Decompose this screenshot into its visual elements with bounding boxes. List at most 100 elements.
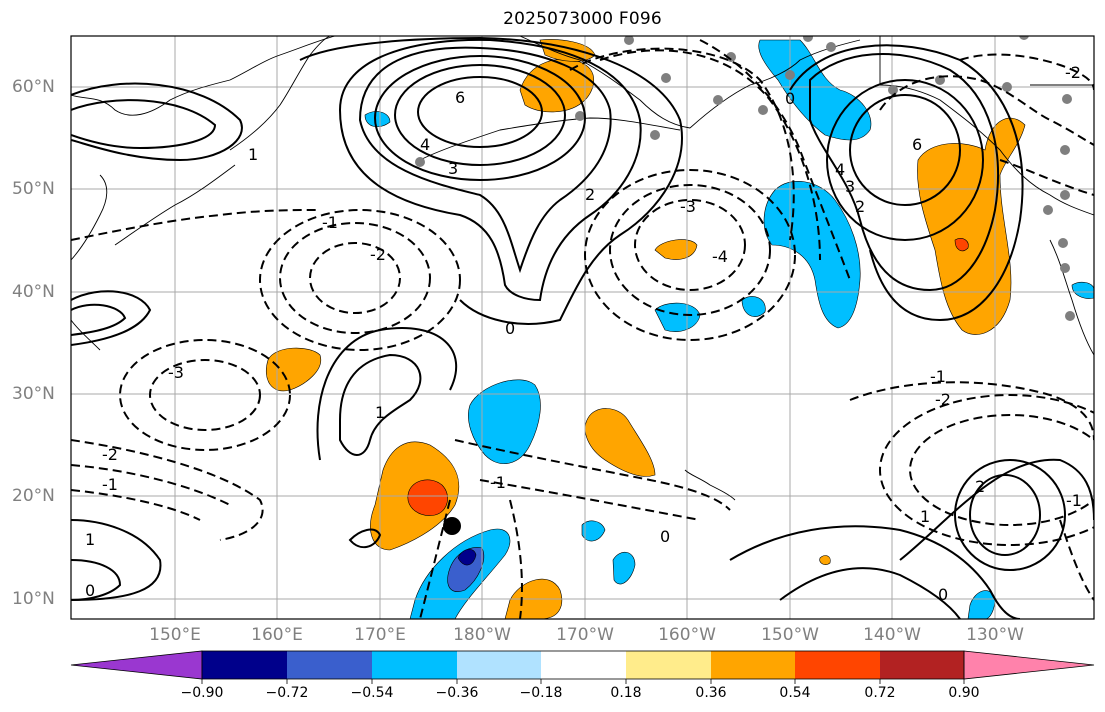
colorbar-segment — [541, 651, 626, 679]
lon-label: 180°W — [453, 625, 511, 645]
shade-orange — [819, 555, 831, 565]
contour-dashed — [149, 359, 261, 431]
colorbar-tick-label: 0.54 — [779, 685, 811, 701]
coastline-hawaii — [684, 469, 736, 501]
contour-solid — [374, 55, 586, 181]
lat-label: 20°N — [12, 486, 55, 506]
contour-dashed — [584, 169, 796, 341]
contour-dashed — [454, 439, 731, 511]
contour-label: 2 — [585, 185, 595, 204]
colorbar-tick-label: −0.36 — [435, 685, 479, 701]
contour-label: 6 — [455, 88, 465, 107]
colorbar-segment — [287, 651, 372, 679]
contour-solid — [339, 353, 422, 456]
contour-label: 4 — [835, 160, 845, 179]
shade-blue — [758, 39, 872, 141]
contour-dashed — [634, 199, 746, 291]
contour-dashed — [259, 209, 461, 351]
contour-label: 2 — [975, 477, 985, 496]
contour-dashed — [71, 209, 321, 241]
contour-label: 0 — [505, 319, 515, 338]
colorbar-extend-low — [70, 650, 203, 680]
map-title: 2025073000 F096 — [503, 9, 662, 29]
lon-label: 170°W — [556, 625, 614, 645]
contour-dashed — [959, 53, 1094, 91]
colorbar-tick-label: −0.90 — [180, 685, 224, 701]
colorbar-tick-label: 0.36 — [695, 685, 727, 701]
contour-label: 0 — [938, 585, 948, 604]
contour-dashed — [479, 479, 701, 521]
contour-solid — [358, 46, 612, 274]
lon-label: 170°E — [354, 625, 406, 645]
contour-dashed — [509, 499, 523, 619]
lat-label: 40°N — [12, 282, 55, 302]
colorbar-segment — [795, 651, 880, 679]
coastline-japan — [71, 174, 108, 351]
colorbar — [70, 650, 1095, 684]
contour-label: -3 — [680, 197, 696, 216]
contour-label: 2 — [855, 197, 865, 216]
colorbar-segment — [880, 651, 964, 679]
contour-dashed — [999, 159, 1094, 196]
contour-label: -4 — [712, 247, 728, 266]
contour-dashed — [71, 489, 201, 521]
lon-label: 150°W — [761, 625, 819, 645]
contour-solid — [729, 525, 1021, 619]
colorbar-tick-label: −0.18 — [519, 685, 563, 701]
contour-solid — [71, 559, 122, 601]
lon-label: 160°W — [658, 625, 716, 645]
contour-dashed — [879, 394, 1094, 546]
contour-label: 3 — [448, 159, 458, 178]
shade-blue — [741, 296, 766, 317]
storm-center-marker — [443, 517, 461, 535]
contour-dashed — [599, 49, 821, 261]
coastline-na-coast — [1049, 239, 1094, 356]
contour-dashed — [569, 47, 795, 241]
contour-label: 4 — [420, 135, 430, 154]
contour-label: -2 — [370, 245, 386, 264]
colorbar-tick-label: 0.72 — [864, 685, 896, 701]
dashed-contours — [71, 39, 1094, 619]
lon-label: 130°W — [966, 625, 1024, 645]
coastline-na-west — [879, 36, 1094, 216]
colorbar-segment — [202, 651, 287, 679]
lat-label: 30°N — [12, 384, 55, 404]
lat-label: 60°N — [12, 77, 55, 97]
contour-dashed — [909, 414, 1094, 526]
colorbar-segment — [711, 651, 795, 679]
coastline-kamchatka — [229, 36, 331, 151]
contour-solid — [789, 44, 1024, 322]
contour-dashed — [71, 464, 231, 506]
contour-solid — [969, 474, 1041, 556]
contour-dashed — [279, 222, 431, 334]
plot-frame — [70, 35, 1095, 620]
lon-label: 160°E — [251, 625, 303, 645]
gridlines — [71, 36, 1094, 619]
contour-label: -2 — [102, 445, 118, 464]
coastline-kuril — [114, 164, 236, 246]
shade-red — [954, 238, 969, 252]
colorbar-tick-label: −0.54 — [350, 685, 394, 701]
contour-solid — [809, 53, 999, 292]
contour-label: 1 — [920, 507, 930, 526]
contour-label: -1 — [490, 473, 506, 492]
contour-solid — [826, 79, 984, 241]
shade-red — [407, 479, 448, 516]
contour-dashed — [849, 381, 1094, 441]
shade-blue — [1071, 281, 1094, 299]
shade-blue — [581, 520, 606, 542]
contour-label: -2 — [935, 390, 951, 409]
contour-solid — [899, 458, 1094, 561]
colorbar-segment — [457, 651, 541, 679]
shade-blue — [468, 379, 541, 464]
lat-label: 50°N — [12, 179, 55, 199]
coastline-asia — [71, 36, 336, 116]
contour-label: -1 — [102, 475, 118, 494]
contour-label: 0 — [85, 581, 95, 600]
colorbar-segment — [372, 651, 457, 679]
contour-labels: 6 4 3 1 2 0 -1 -2 -3 -4 6 4 3 2 0 -1 -2 … — [85, 63, 1082, 604]
contour-label: 1 — [248, 145, 258, 164]
contour-solid — [394, 64, 566, 166]
contour-label: -1 — [930, 367, 946, 386]
